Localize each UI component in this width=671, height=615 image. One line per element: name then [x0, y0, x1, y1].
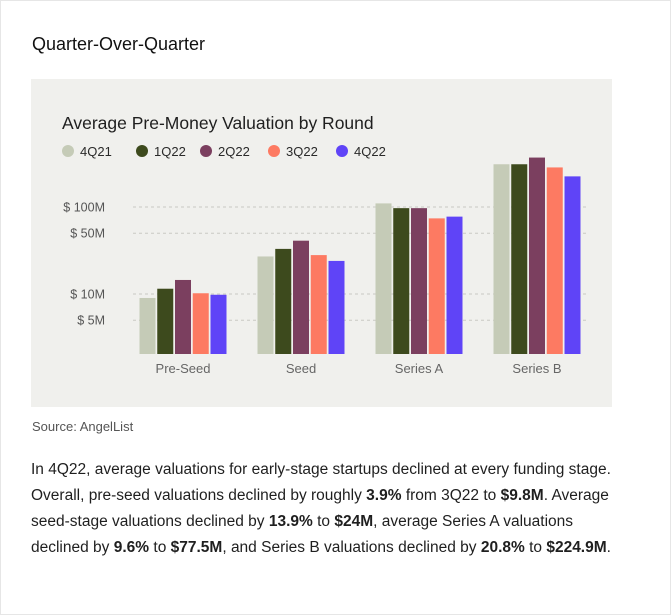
legend-label: 2Q22 [218, 144, 250, 159]
summary-text: , average Series A valuations declined b… [31, 513, 574, 556]
summary-text: In 4Q22, average valuations for early-st… [31, 461, 611, 504]
bar [564, 176, 581, 354]
chart-title: Average Pre-Money Valuation by Round [62, 113, 374, 133]
legend-item: 2Q22 [200, 144, 250, 159]
bar [310, 255, 327, 354]
x-tick-label: Series A [395, 361, 444, 376]
bar-group [493, 157, 581, 354]
summary-highlight: 13.9% [268, 513, 313, 530]
summary-highlight: 20.8% [480, 539, 525, 556]
summary-highlight: $224.9M [546, 539, 607, 556]
summary-highlight: 9.6% [113, 539, 150, 556]
legend-item: 3Q22 [268, 144, 318, 159]
x-tick-label: Seed [286, 361, 316, 376]
bar [257, 256, 274, 354]
y-tick-label: $ 5M [77, 314, 105, 328]
summary-paragraph: In 4Q22, average valuations for early-st… [31, 457, 631, 561]
bar [511, 164, 528, 354]
summary-text: . [606, 539, 611, 556]
bar [546, 167, 563, 354]
bar [375, 203, 392, 354]
bar [411, 208, 427, 354]
bar [393, 208, 410, 354]
bar [446, 216, 463, 354]
valuation-chart: Average Pre-Money Valuation by Round 4Q2… [62, 113, 589, 376]
y-tick-label: $ 100M [63, 201, 105, 215]
y-tick-label: $ 10M [70, 288, 105, 302]
summary-highlight: $77.5M [170, 539, 223, 556]
bar [139, 297, 156, 354]
bar [175, 279, 191, 354]
bar [328, 260, 345, 354]
x-tick-label: Series B [512, 361, 561, 376]
legend-swatch [200, 145, 212, 157]
x-tick-label: Pre-Seed [156, 361, 211, 376]
legend-swatch [136, 145, 148, 157]
summary-text: to [312, 513, 335, 530]
summary-text: , and Series B valuations declined by [222, 539, 481, 556]
bar [192, 293, 209, 354]
summary-text: . Average seed-stage valuations declined… [31, 487, 609, 530]
legend-label: 4Q22 [354, 144, 386, 159]
legend-swatch [336, 145, 348, 157]
summary-highlight: $24M [334, 513, 374, 530]
summary-text: to [524, 539, 547, 556]
legend-label: 1Q22 [154, 144, 186, 159]
bar [428, 218, 445, 354]
legend-swatch [62, 145, 74, 157]
legend-item: 4Q21 [62, 144, 112, 159]
chart-panel: Average Pre-Money Valuation by Round 4Q2… [31, 79, 612, 407]
summary-text: to [149, 539, 171, 556]
bar-group [139, 279, 227, 354]
summary-text: from 3Q22 to [401, 487, 501, 504]
section-title: Quarter-Over-Quarter [32, 34, 206, 54]
summary-highlight: $9.8M [500, 487, 544, 504]
legend-swatch [268, 145, 280, 157]
legend: 4Q21 1Q22 2Q22 3Q22 4Q22 [62, 144, 386, 159]
legend-item: 1Q22 [136, 144, 186, 159]
legend-item: 4Q22 [336, 144, 386, 159]
y-tick-label: $ 50M [70, 227, 105, 241]
bar [275, 248, 292, 354]
bar [157, 288, 174, 354]
bar [210, 294, 227, 354]
y-axis-ticks: $ 5M $ 10M $ 50M $ 100M [63, 201, 105, 328]
source-note: Source: AngelList [32, 419, 134, 434]
bar [529, 157, 545, 354]
bar [293, 240, 309, 354]
legend-label: 3Q22 [286, 144, 318, 159]
legend-label: 4Q21 [80, 144, 112, 159]
bars [139, 157, 581, 354]
bar-group [375, 203, 463, 354]
summary-highlight: 3.9% [366, 487, 402, 504]
bar-group [257, 240, 345, 354]
x-axis-ticks: Pre-Seed Seed Series A Series B [156, 361, 562, 376]
bar [493, 164, 510, 354]
